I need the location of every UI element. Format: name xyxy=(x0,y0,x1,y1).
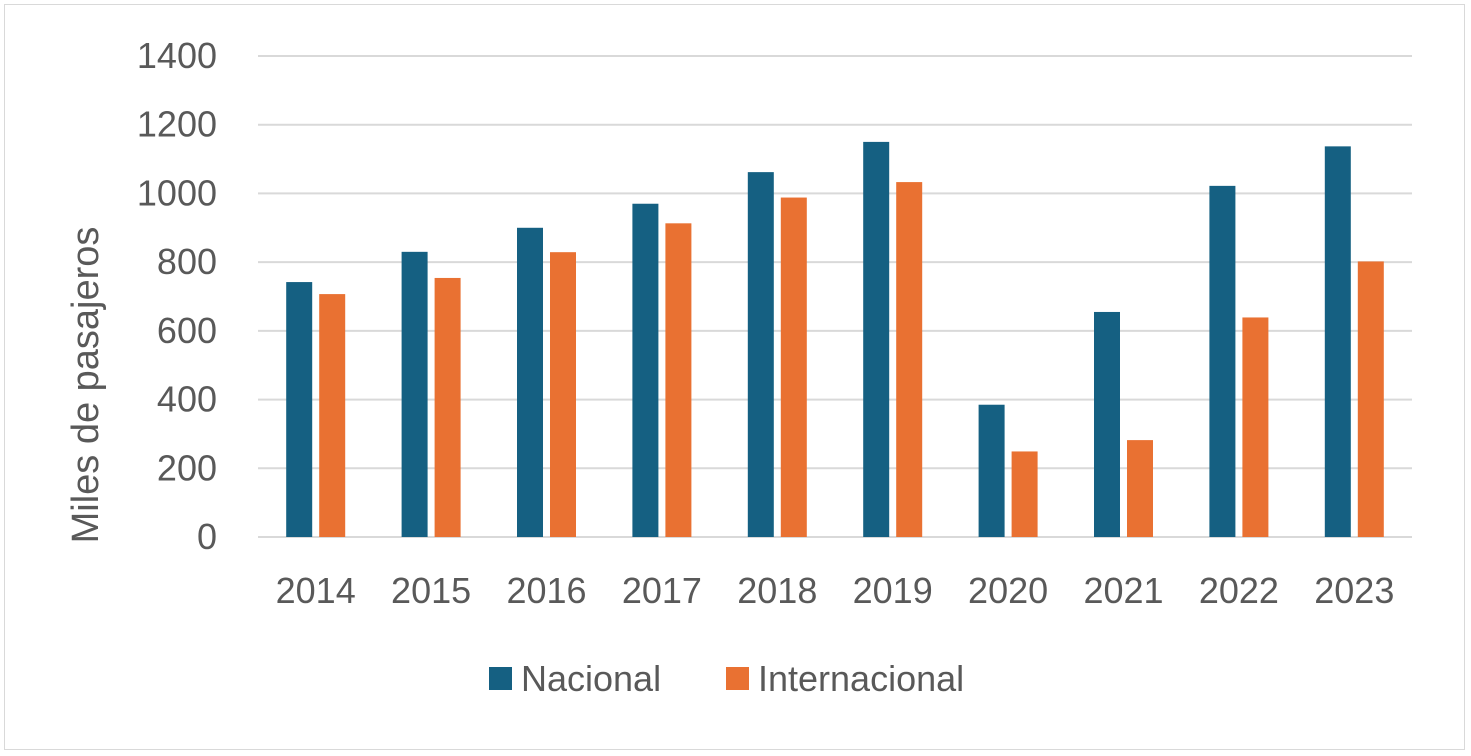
x-tick-label: 2016 xyxy=(506,570,586,611)
legend-label-internacional: Internacional xyxy=(758,658,964,699)
bar-internacional-2018 xyxy=(780,197,807,537)
bar-internacional-2015 xyxy=(434,277,461,537)
y-tick-label: 600 xyxy=(157,310,217,351)
x-tick-label: 2023 xyxy=(1314,570,1394,611)
x-tick-label: 2014 xyxy=(276,570,356,611)
legend-swatch-nacional xyxy=(489,667,512,690)
x-axis-tick-labels: 2014 2015 2016 2017 2018 2019 2020 2021 2022 2023 xyxy=(276,570,1395,611)
legend: Nacional Internacional xyxy=(489,658,964,699)
bar-nacional-2015 xyxy=(401,251,428,538)
bar-internacional-2019 xyxy=(896,182,923,538)
gridlines xyxy=(258,55,1412,538)
y-tick-label: 1000 xyxy=(137,172,217,213)
legend-swatch-internacional xyxy=(726,667,749,690)
y-tick-label: 800 xyxy=(157,241,217,282)
y-tick-label: 1400 xyxy=(137,35,217,76)
y-axis-title: Miles de pasajeros xyxy=(65,227,107,544)
bar-internacional-2020 xyxy=(1011,451,1038,537)
bar-internacional-2021 xyxy=(1127,440,1153,537)
bar-nacional-2018 xyxy=(747,172,774,537)
bar-nacional-2020 xyxy=(978,404,1005,537)
bar-nacional-2016 xyxy=(517,227,543,538)
bar-nacional-2022 xyxy=(1209,185,1236,537)
bar-nacional-2021 xyxy=(1094,311,1120,537)
y-axis-tick-labels: 0 200 400 600 800 1000 1200 1400 xyxy=(137,35,217,557)
legend-label-nacional: Nacional xyxy=(521,658,661,699)
x-tick-label: 2018 xyxy=(737,570,817,611)
x-tick-label: 2015 xyxy=(391,570,471,611)
y-tick-label: 1200 xyxy=(137,104,217,145)
bar-nacional-2014 xyxy=(286,282,313,537)
x-tick-label: 2017 xyxy=(622,570,702,611)
bar-nacional-2019 xyxy=(863,141,890,537)
bar-internacional-2016 xyxy=(550,252,576,537)
bars xyxy=(286,141,1384,538)
bar-nacional-2017 xyxy=(632,203,659,537)
x-tick-label: 2021 xyxy=(1083,570,1163,611)
x-tick-label: 2022 xyxy=(1199,570,1279,611)
bar-nacional-2023 xyxy=(1324,146,1351,537)
bar-internacional-2017 xyxy=(665,223,692,538)
y-tick-label: 400 xyxy=(157,379,217,420)
bar-internacional-2014 xyxy=(319,294,346,537)
bar-internacional-2023 xyxy=(1357,261,1384,537)
bar-internacional-2022 xyxy=(1242,317,1269,537)
x-tick-label: 2020 xyxy=(968,570,1048,611)
y-tick-label: 200 xyxy=(157,447,217,488)
y-tick-label: 0 xyxy=(197,516,217,557)
x-tick-label: 2019 xyxy=(853,570,933,611)
